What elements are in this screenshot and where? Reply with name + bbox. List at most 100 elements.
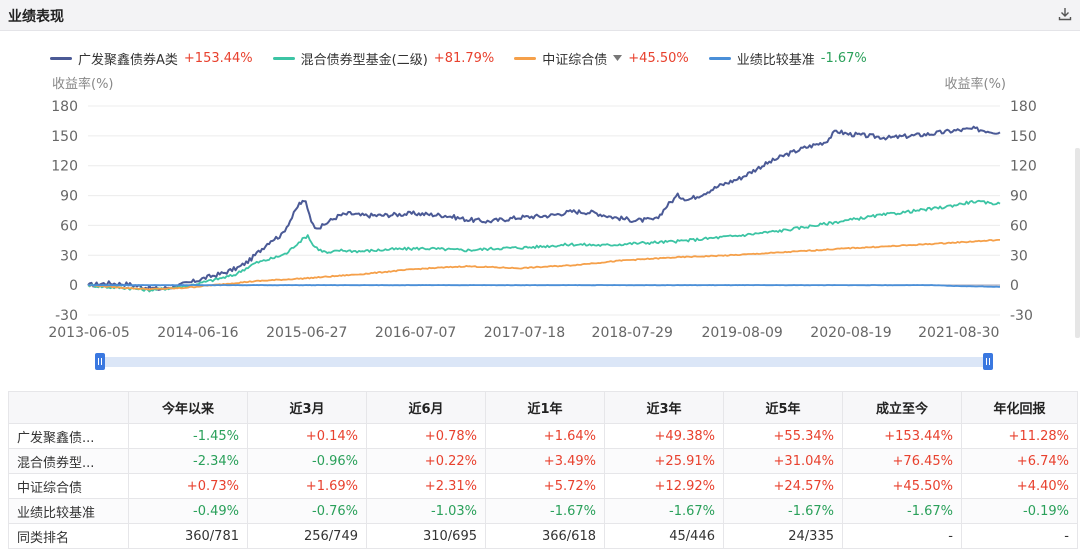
column-header — [8, 391, 129, 424]
table-row: 混合债券型... -2.34% -0.96% +0.22% +3.49% +25.91% +… — [8, 448, 1078, 474]
range-slider-track[interactable] — [95, 357, 990, 367]
page-scrollbar[interactable] — [1075, 148, 1080, 338]
table-cell: +11.28% — [961, 423, 1078, 449]
legend-value: -1.67% — [820, 50, 867, 66]
y-tick-label-left: 180 — [51, 99, 78, 115]
section-title: 业绩表现 — [8, 9, 64, 25]
y-axis-label-left: 收益率(%) — [52, 76, 114, 92]
legend-name: 混合债券型基金(二级) — [300, 52, 428, 68]
table-cell: -1.67% — [604, 498, 724, 524]
table-cell: 24/335 — [723, 523, 843, 549]
table-row: 中证综合债 +0.73% +1.69% +2.31% +5.72% +12.92% +24.… — [8, 473, 1078, 499]
range-slider-right-handle[interactable] — [983, 353, 993, 370]
table-cell: -0.49% — [128, 498, 248, 524]
y-tick-label-left: 150 — [51, 129, 78, 145]
legend-item-2[interactable]: 中证综合债 +45.50% — [514, 49, 689, 68]
table-cell: +0.73% — [128, 473, 248, 499]
y-tick-label-left: 120 — [51, 159, 78, 175]
y-tick-label-left: 90 — [60, 189, 78, 205]
table-row: 同类排名 360/781 256/749 310/695 366/618 45/446 24… — [8, 523, 1078, 549]
y-tick-label-right: 150 — [1010, 129, 1037, 145]
column-header: 近6月 — [366, 391, 486, 424]
performance-table: 今年以来 近3月 近6月 近1年 近3年 近5年 成立至今 年化回报 广发聚鑫债... -1.4… — [8, 391, 1078, 549]
x-tick-label: 2020-08-19 — [810, 325, 891, 341]
legend-item-3[interactable]: 业绩比较基准 -1.67% — [708, 49, 867, 68]
table-cell: +1.69% — [247, 473, 367, 499]
table-cell: - — [842, 523, 962, 549]
column-header: 成立至今 — [842, 391, 962, 424]
row-name: 混合债券型... — [8, 448, 129, 474]
download-icon[interactable] — [1058, 7, 1072, 21]
table-cell: +4.40% — [961, 473, 1078, 499]
y-tick-label-right: 0 — [1010, 278, 1019, 294]
table-cell: 360/781 — [128, 523, 248, 549]
table-cell: +5.72% — [485, 473, 605, 499]
y-axis-label-right: 收益率(%) — [945, 76, 1007, 92]
x-tick-label: 2013-06-05 — [48, 325, 129, 341]
row-name: 同类排名 — [8, 523, 129, 549]
legend-item-0[interactable]: 广发聚鑫债券A类 +153.44% — [50, 49, 253, 68]
table-cell: 366/618 — [485, 523, 605, 549]
row-name: 业绩比较基准 — [8, 498, 129, 524]
table-cell: -0.19% — [961, 498, 1078, 524]
table-row: 广发聚鑫债... -1.45% +0.14% +0.78% +1.64% +49.38% +… — [8, 423, 1078, 449]
y-tick-label-left: 30 — [60, 248, 78, 264]
table-cell: -0.96% — [247, 448, 367, 474]
table-cell: +49.38% — [604, 423, 724, 449]
column-header: 年化回报 — [961, 391, 1078, 424]
range-slider-left-handle[interactable] — [95, 353, 105, 370]
y-tick-label-left: 60 — [60, 218, 78, 234]
table-cell: -0.76% — [247, 498, 367, 524]
table-cell: -1.03% — [366, 498, 486, 524]
series-line-1 — [87, 199, 1001, 293]
table-cell: +45.50% — [842, 473, 962, 499]
legend-value: +81.79% — [433, 50, 495, 66]
table-cell: +6.74% — [961, 448, 1078, 474]
legend-name: 广发聚鑫债券A类 — [78, 52, 178, 68]
column-header: 近3月 — [247, 391, 367, 424]
x-tick-label: 2016-07-07 — [375, 325, 456, 341]
legend-swatch — [514, 56, 537, 60]
x-tick-label: 2015-06-27 — [266, 325, 347, 341]
table-cell: 310/695 — [366, 523, 486, 549]
table-cell: +24.57% — [723, 473, 843, 499]
table-cell: +12.92% — [604, 473, 724, 499]
table-cell: 45/446 — [604, 523, 724, 549]
table-cell: -1.45% — [128, 423, 248, 449]
table-cell: -2.34% — [128, 448, 248, 474]
legend-swatch — [272, 56, 295, 60]
series-line-2 — [87, 238, 1000, 291]
table-cell: -1.67% — [485, 498, 605, 524]
table-header-row: 今年以来 近3月 近6月 近1年 近3年 近5年 成立至今 年化回报 — [8, 391, 1078, 424]
row-name: 中证综合债 — [8, 473, 129, 499]
table-cell: +1.64% — [485, 423, 605, 449]
legend-name: 业绩比较基准 — [736, 52, 815, 68]
table-row: 业绩比较基准 -0.49% -0.76% -1.03% -1.67% -1.67% -1.6… — [8, 498, 1078, 524]
x-tick-label: 2017-07-18 — [484, 325, 565, 341]
table-cell: +2.31% — [366, 473, 486, 499]
x-tick-label: 2021-08-30 — [918, 325, 999, 341]
table-cell: +76.45% — [842, 448, 962, 474]
chart-legend: 广发聚鑫债券A类 +153.44% 混合债券型基金(二级) +81.79% 中证综合债 +… — [50, 49, 887, 68]
chevron-down-icon[interactable] — [613, 55, 623, 61]
table-cell: -1.67% — [723, 498, 843, 524]
series-line-0 — [87, 125, 1001, 291]
table-cell: +31.04% — [723, 448, 843, 474]
y-tick-label-left: 0 — [69, 278, 78, 294]
y-tick-label-right: 90 — [1010, 189, 1028, 205]
y-tick-label-left: -30 — [55, 308, 78, 324]
y-tick-label-right: 120 — [1010, 159, 1037, 175]
column-header: 近1年 — [485, 391, 605, 424]
legend-item-1[interactable]: 混合债券型基金(二级) +81.79% — [272, 49, 495, 68]
x-tick-label: 2014-06-16 — [157, 325, 238, 341]
column-header: 近5年 — [723, 391, 843, 424]
y-tick-label-right: -30 — [1010, 308, 1033, 324]
table-cell: +3.49% — [485, 448, 605, 474]
legend-swatch — [708, 56, 731, 60]
column-header: 今年以来 — [128, 391, 248, 424]
table-cell: -1.67% — [842, 498, 962, 524]
section-header: 业绩表现 — [0, 0, 1080, 31]
table-cell: - — [961, 523, 1078, 549]
row-name: 广发聚鑫债... — [8, 423, 129, 449]
